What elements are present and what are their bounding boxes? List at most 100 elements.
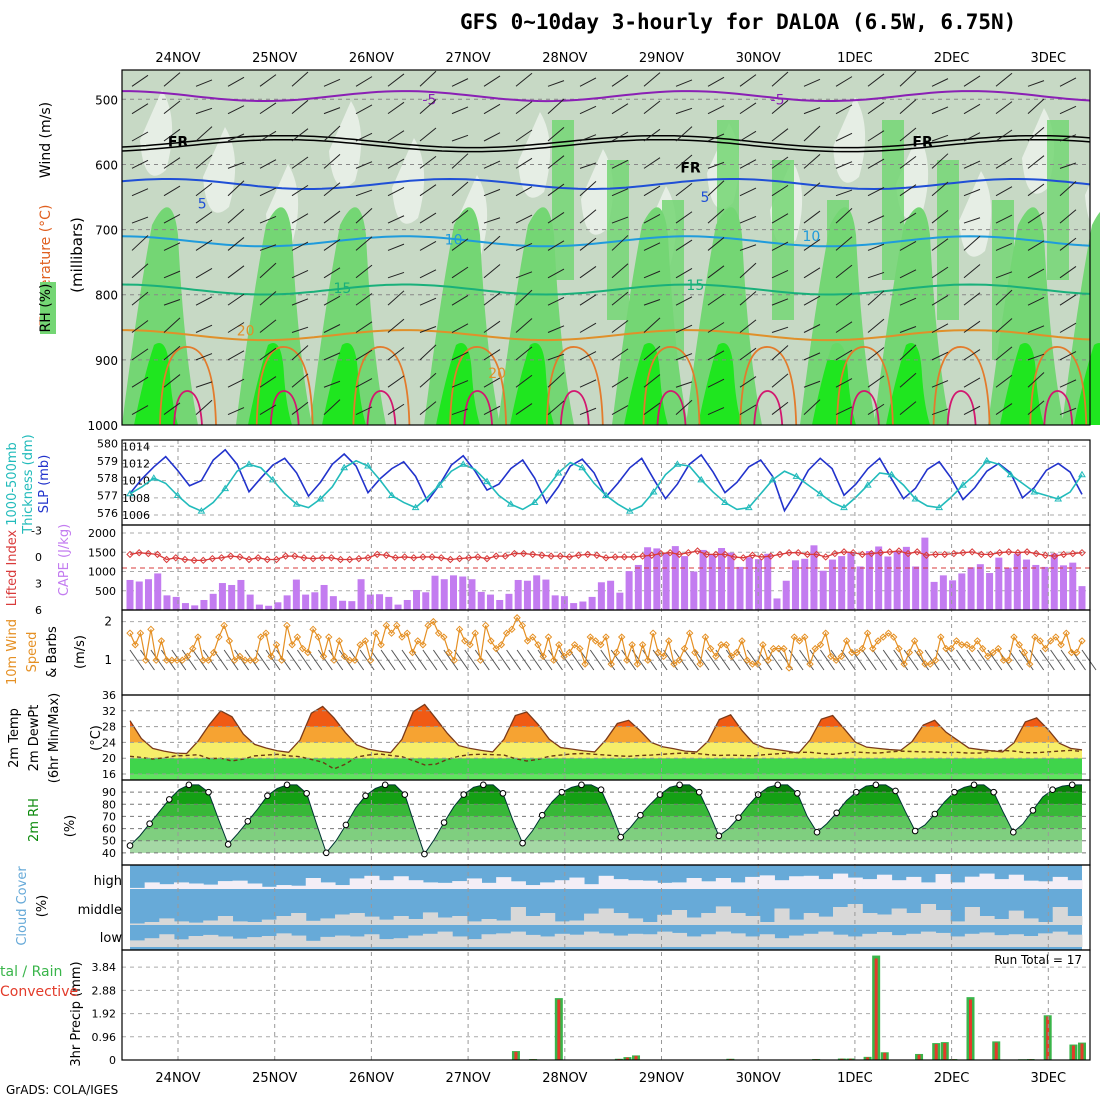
- cloud-high-block: [862, 879, 878, 889]
- wind-barb: [286, 649, 302, 671]
- wind-marker: [884, 629, 893, 637]
- cape-bar: [1050, 553, 1058, 610]
- cape-bar: [921, 537, 929, 610]
- cape-bar: [172, 596, 180, 610]
- wind-marker: [393, 621, 401, 630]
- wind-barb: [579, 105, 597, 115]
- cloud-high-block: [759, 875, 775, 889]
- wind-barb: [899, 184, 917, 197]
- cloud-low-block: [950, 936, 966, 947]
- wind-barb: [547, 297, 565, 306]
- wind-barb: [1059, 322, 1077, 333]
- lifted-marker: [886, 548, 894, 556]
- wind-marker: [434, 629, 443, 637]
- wind-marker: [722, 641, 731, 649]
- warm-isotherm-loop: [1029, 346, 1088, 426]
- wind-barb: [611, 216, 629, 224]
- wind-barb: [621, 649, 637, 671]
- cloud-high-block: [349, 878, 365, 889]
- wind-barb: [163, 242, 181, 251]
- rh-marker: [460, 791, 467, 798]
- rh-saturated-plume: [436, 343, 480, 425]
- wind-marker: [508, 625, 516, 634]
- wind-barb: [803, 352, 821, 361]
- wind-marker: [696, 660, 704, 668]
- wind-barb: [432, 649, 448, 671]
- wind-barb: [931, 295, 949, 306]
- cape-bar: [690, 571, 698, 610]
- label-barbs: & Barbs: [45, 626, 60, 678]
- wind-barb: [163, 72, 181, 87]
- wind-barb: [739, 159, 757, 169]
- thickness-marker: [673, 460, 682, 467]
- rh-marker: [578, 781, 585, 789]
- wind-marker: [1015, 641, 1023, 649]
- wind-barb: [963, 349, 981, 361]
- wind-barb: [903, 649, 919, 671]
- rh-marker: [362, 792, 369, 800]
- wind-marker: [382, 621, 391, 630]
- lifted-marker: [272, 555, 281, 564]
- wind-barb: [611, 405, 629, 416]
- wind-marker: [753, 660, 762, 668]
- lifted-marker: [876, 548, 885, 557]
- wind-marker: [717, 641, 725, 649]
- hot-isotherm-loop: [269, 390, 300, 426]
- cloud-high-block: [540, 882, 556, 889]
- lifted-marker: [474, 553, 482, 561]
- rh-dry-patch: [203, 127, 236, 213]
- cape-bar: [135, 581, 143, 610]
- lifted-marker: [565, 553, 574, 561]
- wind-barb: [771, 326, 789, 333]
- wind-marker: [952, 637, 961, 645]
- cape-bar: [1078, 586, 1086, 610]
- wind-barb: [387, 101, 405, 115]
- label-10m-wind: 10m Wind: [5, 619, 20, 685]
- wind-barb: [387, 403, 405, 415]
- wind-barb: [291, 326, 309, 333]
- wind-barb: [323, 324, 341, 333]
- cloud-high-block: [906, 876, 922, 889]
- wind-barb: [419, 184, 437, 197]
- wind-marker: [419, 641, 427, 649]
- wind-barb: [355, 236, 373, 251]
- cloud-high-block: [261, 886, 277, 889]
- cloud-middle-block: [627, 918, 644, 925]
- wind-barb: [483, 405, 501, 416]
- cloud-low-block: [774, 938, 790, 947]
- wind-barb: [707, 378, 725, 388]
- wind-barb: [1027, 211, 1045, 224]
- thickness-tick-label: 577: [97, 490, 118, 503]
- cloud-low-block: [496, 933, 512, 947]
- cloud-low-block: [920, 931, 937, 947]
- rh-marker: [381, 781, 389, 789]
- wind-barb: [675, 296, 693, 306]
- cloud-high-block: [291, 885, 307, 889]
- cloud-low-block: [833, 934, 849, 947]
- wind-barb: [163, 128, 181, 142]
- wind-marker: [769, 644, 778, 653]
- wind-marker: [173, 656, 181, 664]
- wind-barb: [610, 649, 626, 671]
- wind-barb: [835, 161, 853, 169]
- wind-barb: [483, 160, 501, 169]
- cloud-high-block: [525, 885, 541, 889]
- wind-barb: [195, 107, 213, 115]
- wind-barb: [227, 208, 245, 224]
- wind-marker: [1073, 648, 1081, 657]
- cloud-low-block: [291, 935, 307, 947]
- wind-barb: [899, 344, 917, 361]
- wind-marker: [874, 637, 882, 645]
- label-cloud-units: (%): [35, 895, 50, 918]
- wind-tick-label: 2: [104, 615, 112, 629]
- wind-barb: [387, 158, 405, 169]
- wind-barb: [579, 181, 597, 197]
- rh-marker: [244, 817, 252, 825]
- lifted-marker: [345, 555, 354, 564]
- wind-barb: [355, 132, 373, 142]
- wind-barb: [867, 347, 885, 361]
- panel-frame: [121, 949, 1091, 1061]
- cape-bar: [237, 579, 245, 610]
- wind-barb: [771, 99, 789, 115]
- wind-barb: [1027, 353, 1045, 361]
